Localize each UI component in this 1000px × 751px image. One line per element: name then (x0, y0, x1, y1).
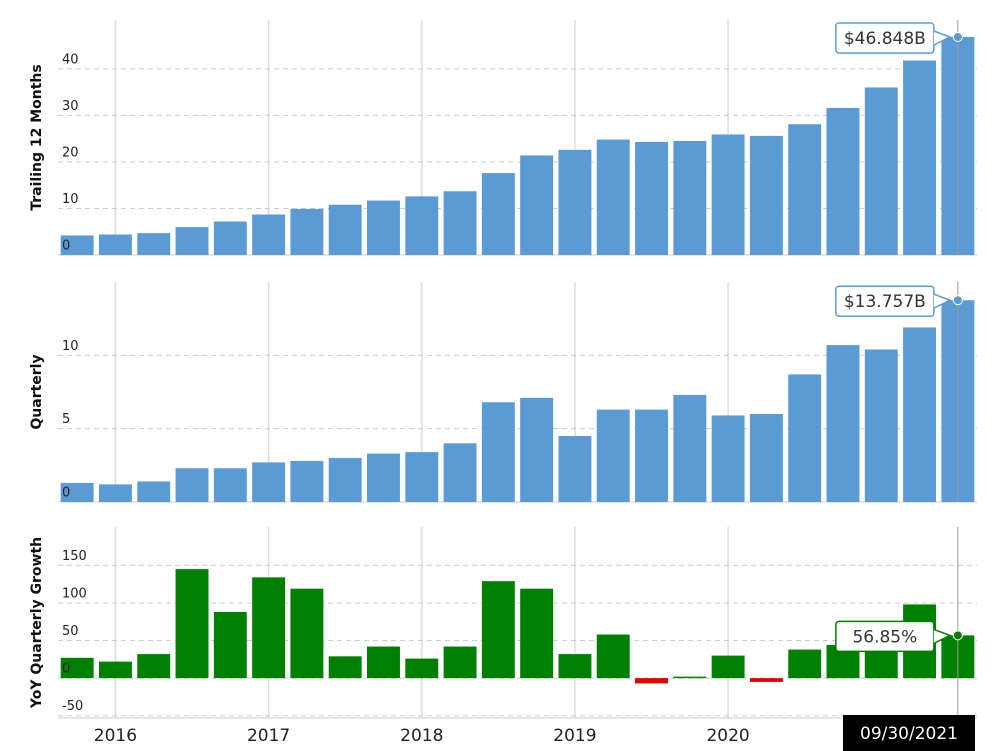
bar (673, 140, 707, 255)
bar (367, 200, 400, 255)
bar (252, 577, 286, 679)
crosshair-date-box (843, 715, 975, 751)
tooltip-dot (952, 630, 963, 641)
y-tick-label: 0 (62, 239, 70, 254)
bar (405, 658, 439, 679)
y-tick-label: 40 (62, 52, 79, 67)
y-tick-label: 30 (62, 99, 79, 114)
bar (826, 345, 860, 502)
bar (635, 678, 668, 684)
bar (558, 149, 592, 255)
tooltip-pointer (933, 30, 952, 46)
bar (137, 481, 171, 502)
y-tick-label: 0 (62, 662, 70, 677)
y-tick-label: 10 (62, 339, 79, 354)
y-tick-label: 10 (62, 192, 79, 207)
bar (290, 460, 324, 502)
bar (788, 124, 822, 255)
bar (367, 453, 400, 502)
y-axis-title: YoY Quarterly Growth (29, 537, 45, 709)
bar (903, 327, 937, 502)
tooltip-dot (952, 31, 963, 42)
bar (711, 655, 745, 679)
bar (711, 415, 745, 502)
bar (635, 409, 668, 502)
tooltip-pointer (933, 628, 952, 645)
bar (60, 482, 94, 502)
y-tick-label: 5 (62, 412, 70, 427)
bar (137, 654, 171, 679)
bar (175, 227, 209, 255)
x-tick-label: 2019 (553, 726, 596, 746)
bar (405, 452, 439, 502)
bar (481, 173, 515, 255)
bar (443, 443, 477, 502)
bar (175, 468, 209, 502)
bar (137, 233, 171, 255)
bar (290, 588, 324, 679)
bar (903, 60, 937, 255)
bar (788, 374, 822, 502)
tooltip-pointer (933, 293, 952, 309)
bar (481, 402, 515, 502)
y-tick-label: 20 (62, 145, 79, 160)
tooltip-label: $13.757B (844, 292, 926, 312)
y-axis-title: Trailing 12 Months (29, 64, 45, 211)
bar (749, 135, 783, 255)
bar (558, 436, 592, 502)
bar (596, 634, 630, 679)
x-tick-label: 2016 (94, 726, 137, 746)
bar (749, 678, 783, 682)
bar (864, 87, 898, 255)
crosshair-date: 09/30/2021 (860, 724, 958, 744)
bar (213, 221, 247, 255)
y-tick-label: 150 (62, 549, 87, 564)
bar (60, 657, 94, 679)
bar (252, 214, 286, 255)
bar (367, 646, 400, 679)
bar (98, 234, 132, 255)
bar (788, 649, 822, 679)
bar (673, 394, 707, 502)
x-tick-label: 2018 (400, 726, 443, 746)
x-tick-label: 2020 (706, 726, 749, 746)
y-tick-label: 50 (62, 624, 79, 639)
bar (520, 588, 554, 679)
y-axis-title: Quarterly (29, 354, 45, 429)
bar (328, 656, 362, 679)
bar (558, 654, 592, 679)
bar (328, 204, 362, 255)
bar (443, 191, 477, 255)
y-tick-label: 100 (62, 586, 87, 601)
tooltip-dot (952, 295, 963, 306)
bar (175, 569, 209, 679)
bar (98, 661, 132, 679)
bar (213, 611, 247, 679)
bar (443, 646, 477, 679)
bar (520, 155, 554, 255)
bar (749, 414, 783, 502)
bar (635, 141, 668, 255)
bar (673, 676, 707, 679)
bar (481, 581, 515, 679)
bar (98, 484, 132, 502)
bar (826, 107, 860, 255)
bar (520, 397, 554, 502)
bar (596, 139, 630, 255)
bar (405, 196, 439, 255)
bar (290, 208, 324, 255)
tooltip-label: $46.848B (844, 29, 926, 49)
bar (213, 468, 247, 502)
bar (596, 409, 630, 502)
bar (328, 458, 362, 502)
y-tick-label: 0 (62, 486, 70, 501)
bar (252, 462, 286, 502)
x-tick-label: 2017 (247, 726, 290, 746)
y-tick-label: -50 (62, 699, 83, 714)
bar (711, 134, 745, 255)
bar (60, 235, 94, 255)
bar (864, 349, 898, 502)
tooltip-label: 56.85% (852, 627, 917, 647)
